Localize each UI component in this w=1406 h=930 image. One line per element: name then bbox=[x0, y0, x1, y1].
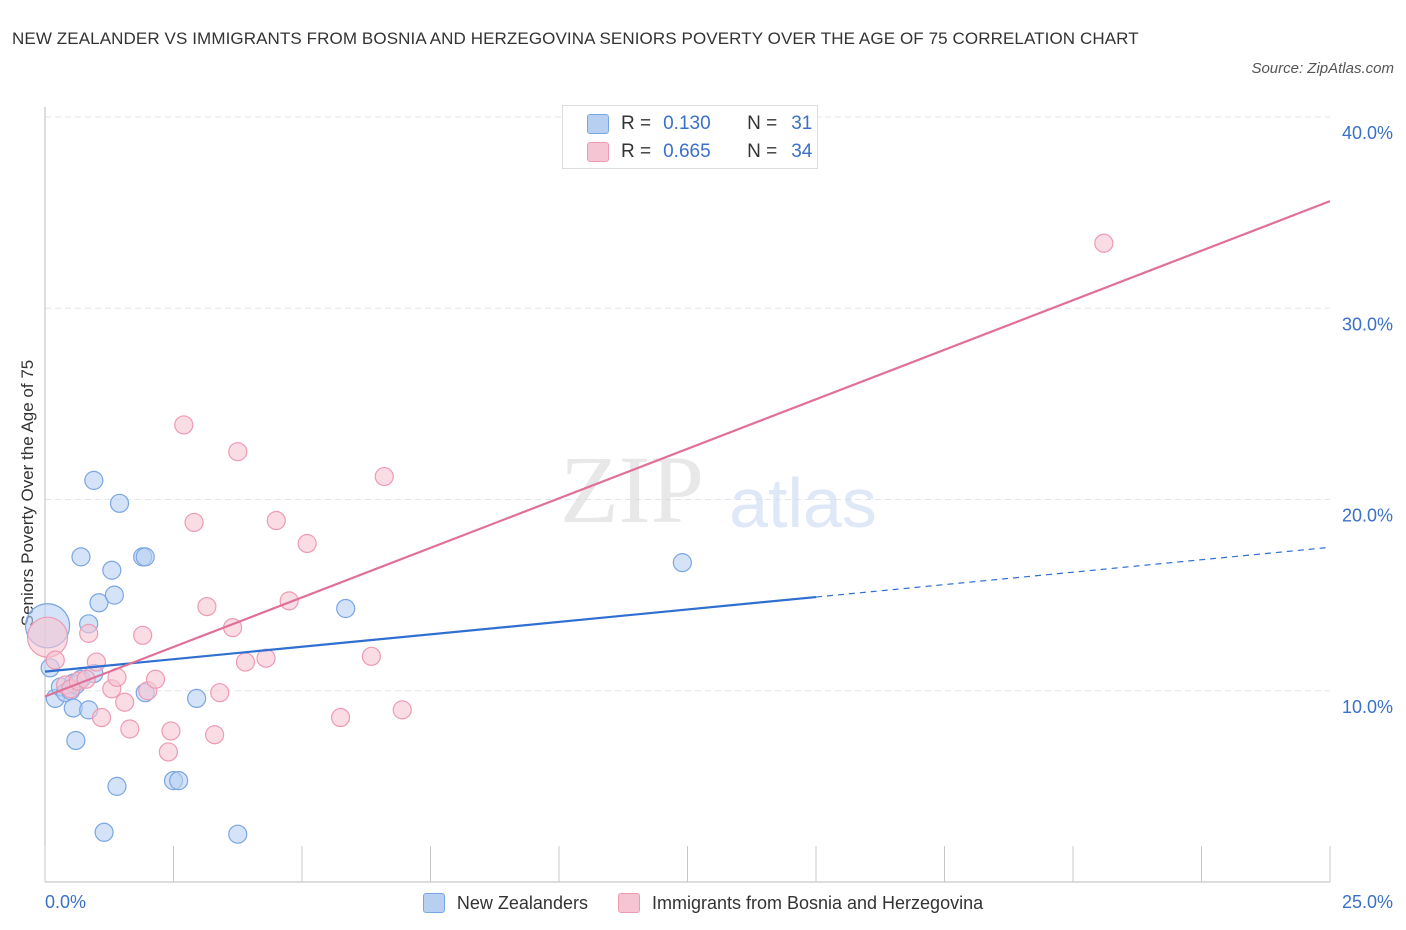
x-tick-label: 0.0% bbox=[45, 892, 86, 912]
point-bosnia bbox=[197, 596, 217, 617]
point-bosnia bbox=[158, 742, 178, 762]
legend-label-bosnia: Immigrants from Bosnia and Herzegovina bbox=[651, 892, 984, 913]
point-new-zealander bbox=[135, 547, 155, 567]
point-bosnia bbox=[145, 669, 166, 689]
tick-labels: 10.0% 20.0% 30.0% 40.0% 0.0% 25.0% bbox=[45, 123, 1393, 912]
point-new-zealander bbox=[107, 776, 127, 796]
chart-title: NEW ZEALANDER VS IMMIGRANTS FROM BOSNIA … bbox=[12, 29, 1139, 48]
legend-swatch-blue bbox=[422, 893, 445, 913]
legend-r-label: R = bbox=[621, 113, 652, 134]
point-new-zealander bbox=[71, 547, 91, 567]
y-tick-label: 20.0% bbox=[1342, 506, 1393, 526]
legend-row-new-zealanders: R = 0.130 N = 31 bbox=[587, 112, 812, 136]
point-new-zealander bbox=[84, 470, 104, 490]
legend-item-bosnia[interactable]: Immigrants from Bosnia and Herzegovina bbox=[617, 892, 984, 914]
y-tick-label: 30.0% bbox=[1342, 314, 1393, 334]
point-bosnia bbox=[91, 707, 112, 728]
axes bbox=[44, 107, 1331, 883]
trend-line-new-zealanders bbox=[44, 595, 817, 673]
point-bosnia bbox=[361, 646, 381, 666]
point-bosnia bbox=[392, 700, 412, 720]
point-new-zealander bbox=[109, 493, 130, 513]
legend-n-label: N = bbox=[747, 113, 778, 134]
grid-lines bbox=[45, 116, 1330, 692]
watermark: ZIP atlas bbox=[560, 436, 877, 543]
point-bosnia bbox=[297, 533, 317, 554]
y-tick-label: 10.0% bbox=[1342, 697, 1393, 717]
point-bosnia bbox=[45, 650, 65, 670]
point-bosnia bbox=[120, 719, 140, 739]
x-tick-label: 25.0% bbox=[1342, 892, 1393, 912]
point-bosnia bbox=[228, 442, 248, 462]
data-points bbox=[24, 233, 1114, 844]
legend-swatch-pink bbox=[617, 893, 640, 913]
point-new-zealander bbox=[102, 560, 122, 580]
series-legend: New Zealanders Immigrants from Bosnia an… bbox=[0, 889, 1406, 917]
point-new-zealander bbox=[228, 824, 248, 844]
point-new-zealander bbox=[66, 730, 86, 751]
trend-lines bbox=[44, 200, 1331, 698]
legend-item-new-zealanders[interactable]: New Zealanders bbox=[422, 892, 588, 914]
point-bosnia bbox=[205, 725, 225, 745]
trend-line-bosnia bbox=[44, 200, 1331, 698]
legend-n-value: 31 bbox=[791, 113, 813, 134]
legend-r-value: 0.665 bbox=[663, 141, 711, 162]
legend-row-bosnia: R = 0.665 N = 34 bbox=[587, 140, 812, 164]
point-new-zealander bbox=[94, 822, 114, 842]
watermark-atlas: atlas bbox=[729, 464, 877, 542]
legend-r-value: 0.130 bbox=[663, 113, 711, 134]
point-new-zealander bbox=[89, 593, 109, 613]
point-bosnia bbox=[279, 591, 299, 611]
correlation-legend: R = 0.130 N = 31 R = 0.665 N = 34 bbox=[562, 105, 818, 169]
point-bosnia bbox=[210, 683, 230, 703]
point-bosnia bbox=[330, 707, 351, 728]
point-new-zealander bbox=[169, 771, 189, 791]
point-bosnia bbox=[26, 616, 69, 658]
y-tick-label: 40.0% bbox=[1342, 123, 1393, 143]
trend-line-extension bbox=[815, 546, 1331, 598]
legend-n-value: 34 bbox=[791, 141, 813, 162]
legend-label-new-zealanders: New Zealanders bbox=[456, 892, 588, 913]
point-bosnia bbox=[161, 721, 181, 741]
legend-swatch-blue bbox=[587, 114, 609, 134]
point-bosnia bbox=[374, 466, 394, 487]
legend-n-label: N = bbox=[747, 141, 778, 162]
point-bosnia bbox=[79, 623, 99, 643]
point-new-zealander bbox=[672, 553, 692, 573]
point-bosnia bbox=[266, 510, 286, 531]
point-bosnia bbox=[1094, 233, 1114, 253]
legend-swatch-pink bbox=[587, 142, 609, 162]
point-bosnia bbox=[133, 625, 153, 645]
point-bosnia bbox=[174, 415, 194, 435]
point-bosnia bbox=[184, 512, 204, 533]
point-bosnia bbox=[76, 669, 96, 689]
source-label: Source: ZipAtlas.com bbox=[1251, 60, 1394, 77]
point-bosnia bbox=[235, 652, 256, 672]
point-new-zealander bbox=[187, 688, 207, 709]
point-new-zealander bbox=[336, 598, 356, 619]
point-bosnia bbox=[115, 692, 135, 712]
point-new-zealander bbox=[104, 585, 124, 605]
legend-r-label: R = bbox=[621, 141, 652, 162]
